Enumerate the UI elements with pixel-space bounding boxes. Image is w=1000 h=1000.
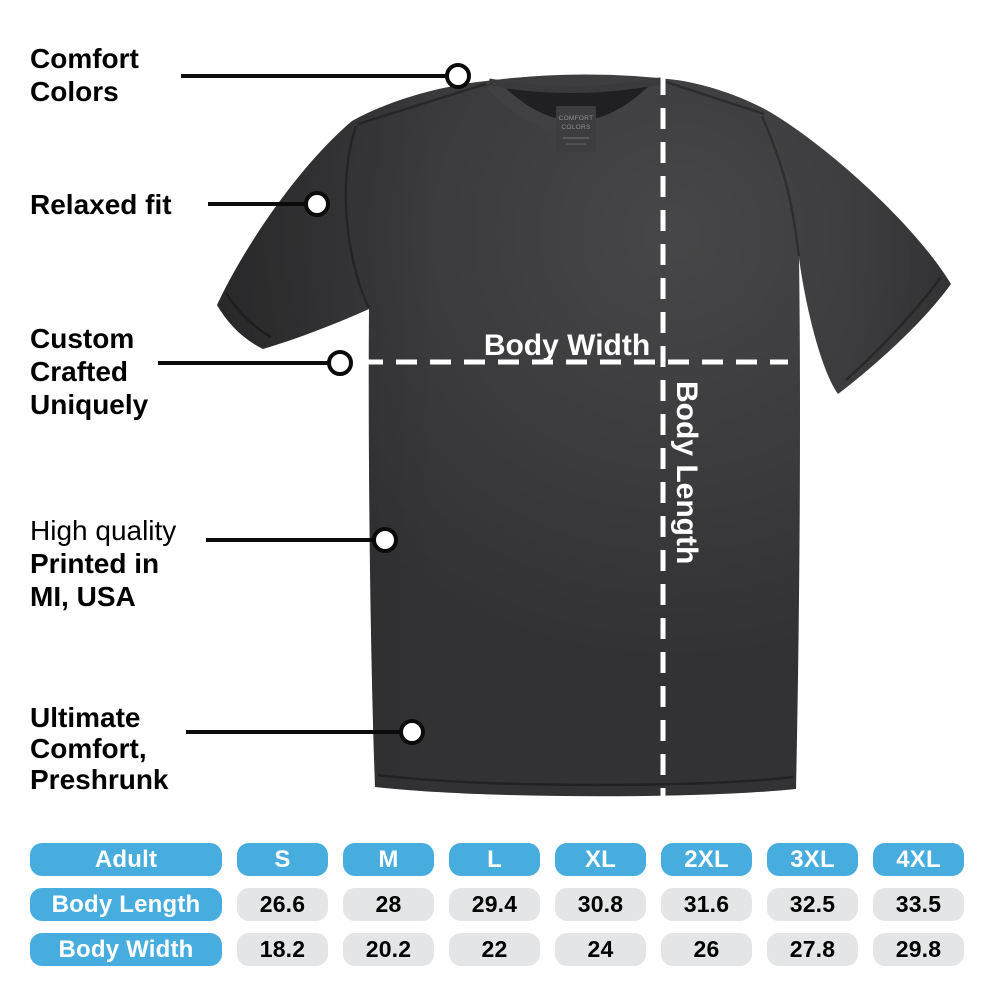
size-table-header-4xl: 4XL	[873, 843, 964, 876]
left-armhole-seam	[344, 125, 371, 309]
size-table-cell: 22	[449, 933, 540, 966]
leader-dot-ultimate-comfort	[399, 719, 425, 745]
size-table-cell: 26.6	[237, 888, 328, 921]
callout-relaxed-fit: Relaxed fit	[30, 188, 172, 221]
hem-seam	[377, 773, 794, 787]
left-shoulder-seam	[357, 82, 487, 126]
size-table-cell: 18.2	[237, 933, 328, 966]
callout-text: Custom	[30, 323, 135, 354]
size-table-header-s: S	[237, 843, 328, 876]
brand-tag-text-1: COMFORT	[559, 115, 594, 122]
callout-text: Crafted	[30, 356, 129, 387]
right-cuff-seam	[845, 276, 943, 381]
callout-text: MI, USA	[30, 581, 136, 612]
body-length-label: Body Length	[670, 381, 703, 564]
size-table-header-adult: Adult	[30, 843, 222, 876]
callout-text: High quality	[30, 515, 177, 546]
size-table-cell: 29.8	[873, 933, 964, 966]
right-shoulder-seam	[665, 80, 765, 116]
size-table-header-xl: XL	[555, 843, 646, 876]
tshirt-shading-sides	[217, 74, 951, 797]
leader-dot-custom-crafted	[327, 350, 353, 376]
back-collar-seam	[488, 76, 666, 93]
size-table-header-l: L	[449, 843, 540, 876]
size-table-header-3xl: 3XL	[767, 843, 858, 876]
size-table-cell: 31.6	[661, 888, 752, 921]
callout-text: Relaxed fit	[30, 189, 172, 220]
callout-text: Printed in	[30, 548, 160, 579]
callout-ultimate-comfort: Ultimate Comfort, Preshrunk	[30, 702, 169, 795]
size-table-cell: 33.5	[873, 888, 964, 921]
leader-dot-relaxed-fit	[304, 191, 330, 217]
leader-dot-comfort-colors	[445, 63, 471, 89]
right-armhole-seam	[760, 115, 801, 257]
callout-comfort-colors: Comfort Colors	[30, 42, 139, 108]
callout-text: Colors	[30, 76, 119, 107]
size-table-header-2xl: 2XL	[661, 843, 752, 876]
size-table-cell: 24	[555, 933, 646, 966]
callout-text: Ultimate	[30, 702, 141, 733]
size-table-cell: 28	[343, 888, 434, 921]
size-table-row-label-body-length: Body Length	[30, 888, 222, 921]
body-width-label: Body Width	[484, 329, 650, 362]
callout-text: Comfort,	[30, 733, 147, 764]
size-table-cell: 30.8	[555, 888, 646, 921]
size-table-header-m: M	[343, 843, 434, 876]
size-table-cell: 32.5	[767, 888, 858, 921]
size-table-row-label-body-width: Body Width	[30, 933, 222, 966]
callout-text: Uniquely	[30, 389, 149, 420]
leader-dot-high-quality	[372, 527, 398, 553]
left-cuff-seam	[224, 292, 272, 339]
brand-tag	[556, 106, 596, 152]
callout-custom-crafted: Custom Crafted Uniquely	[30, 322, 148, 421]
size-table: Adult S M L XL 2XL 3XL 4XL Body Length 2…	[30, 843, 964, 966]
callout-text: Preshrunk	[30, 764, 169, 795]
size-table-cell: 27.8	[767, 933, 858, 966]
callout-text: Comfort	[30, 43, 139, 74]
size-table-cell: 29.4	[449, 888, 540, 921]
size-table-cell: 20.2	[343, 933, 434, 966]
size-table-cell: 26	[661, 933, 752, 966]
callout-high-quality: High quality Printed in MI, USA	[30, 514, 176, 613]
brand-tag-text-2: COLORS	[561, 124, 591, 131]
